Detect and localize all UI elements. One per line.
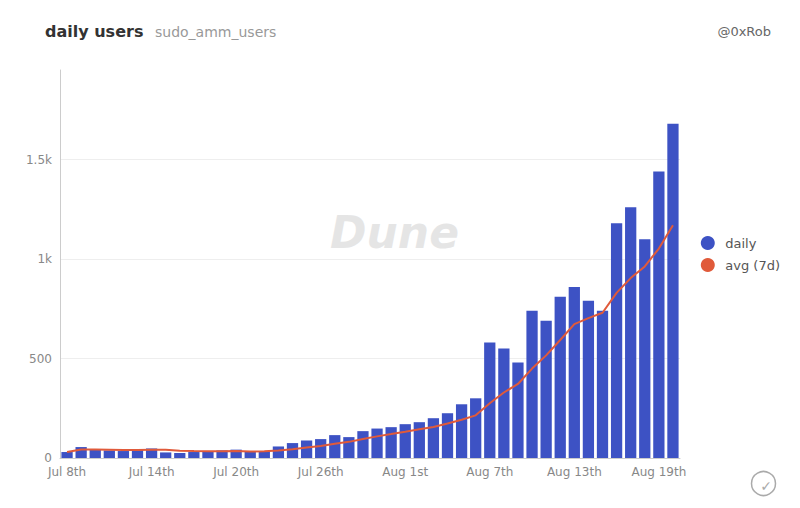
svg-text:Jul 26th: Jul 26th: [297, 465, 344, 479]
svg-text:Jul 20th: Jul 20th: [212, 465, 259, 479]
svg-text:500: 500: [29, 352, 52, 366]
svg-text:daily: daily: [725, 236, 756, 251]
svg-text:Jul 8th: Jul 8th: [47, 465, 86, 479]
svg-text:Aug 7th: Aug 7th: [466, 465, 513, 479]
svg-text:✓: ✓: [760, 478, 772, 494]
svg-text:Aug 1st: Aug 1st: [382, 465, 428, 479]
svg-text:Dune: Dune: [330, 207, 459, 258]
svg-text:sudo_amm_users: sudo_amm_users: [155, 24, 276, 40]
svg-text:1k: 1k: [37, 252, 52, 266]
svg-text:@0xRob: @0xRob: [717, 24, 771, 39]
svg-text:daily users: daily users: [45, 22, 143, 41]
svg-text:1.5k: 1.5k: [26, 153, 52, 167]
svg-text:Aug 13th: Aug 13th: [547, 465, 602, 479]
svg-text:avg (7d): avg (7d): [725, 258, 780, 273]
svg-text:Aug 19th: Aug 19th: [631, 465, 686, 479]
svg-text:0: 0: [44, 451, 52, 465]
svg-text:Jul 14th: Jul 14th: [128, 465, 175, 479]
